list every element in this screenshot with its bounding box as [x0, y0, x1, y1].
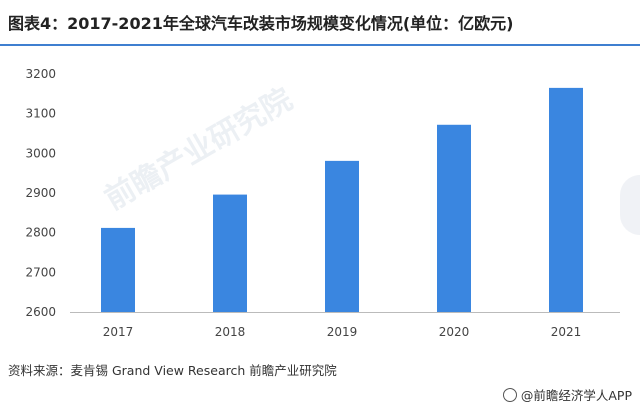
- bar-2018: [213, 194, 247, 312]
- y-tick-label: 3000: [25, 146, 56, 160]
- y-axis: 2600 2700 2800 2900 3000 3100 3200: [25, 67, 56, 319]
- y-tick-label: 3100: [25, 107, 56, 121]
- bar-2021: [549, 87, 583, 312]
- x-tick-label: 2018: [215, 325, 246, 339]
- y-tick-label: 2700: [25, 265, 56, 279]
- y-tick-label: 2900: [25, 186, 56, 200]
- x-tick-label: 2020: [439, 325, 470, 339]
- bar-2020: [437, 124, 471, 312]
- y-tick-label: 2800: [25, 226, 56, 240]
- credit: @前瞻经济学人APP: [502, 385, 632, 404]
- x-tick-label: 2017: [103, 325, 134, 339]
- x-tick-label: 2019: [327, 325, 358, 339]
- brand-icon: [502, 387, 517, 402]
- y-tick-label: 3200: [25, 67, 56, 81]
- x-tick-label: 2021: [551, 325, 582, 339]
- bar-2019: [325, 160, 359, 312]
- watermark-mark: [620, 175, 640, 235]
- y-tick-label: 2600: [25, 305, 56, 319]
- x-axis: 2017 2018 2019 2020 2021: [103, 325, 582, 339]
- title-divider: [0, 44, 640, 46]
- chart-title: 图表4：2017-2021年全球汽车改装市场规模变化情况(单位：亿欧元): [8, 14, 514, 33]
- credit-label: @前瞻经济学人APP: [520, 388, 632, 403]
- bar-series: [101, 87, 583, 312]
- source-note: 资料来源：麦肯锡 Grand View Research 前瞻产业研究院: [8, 363, 337, 378]
- bar-2017: [101, 227, 135, 312]
